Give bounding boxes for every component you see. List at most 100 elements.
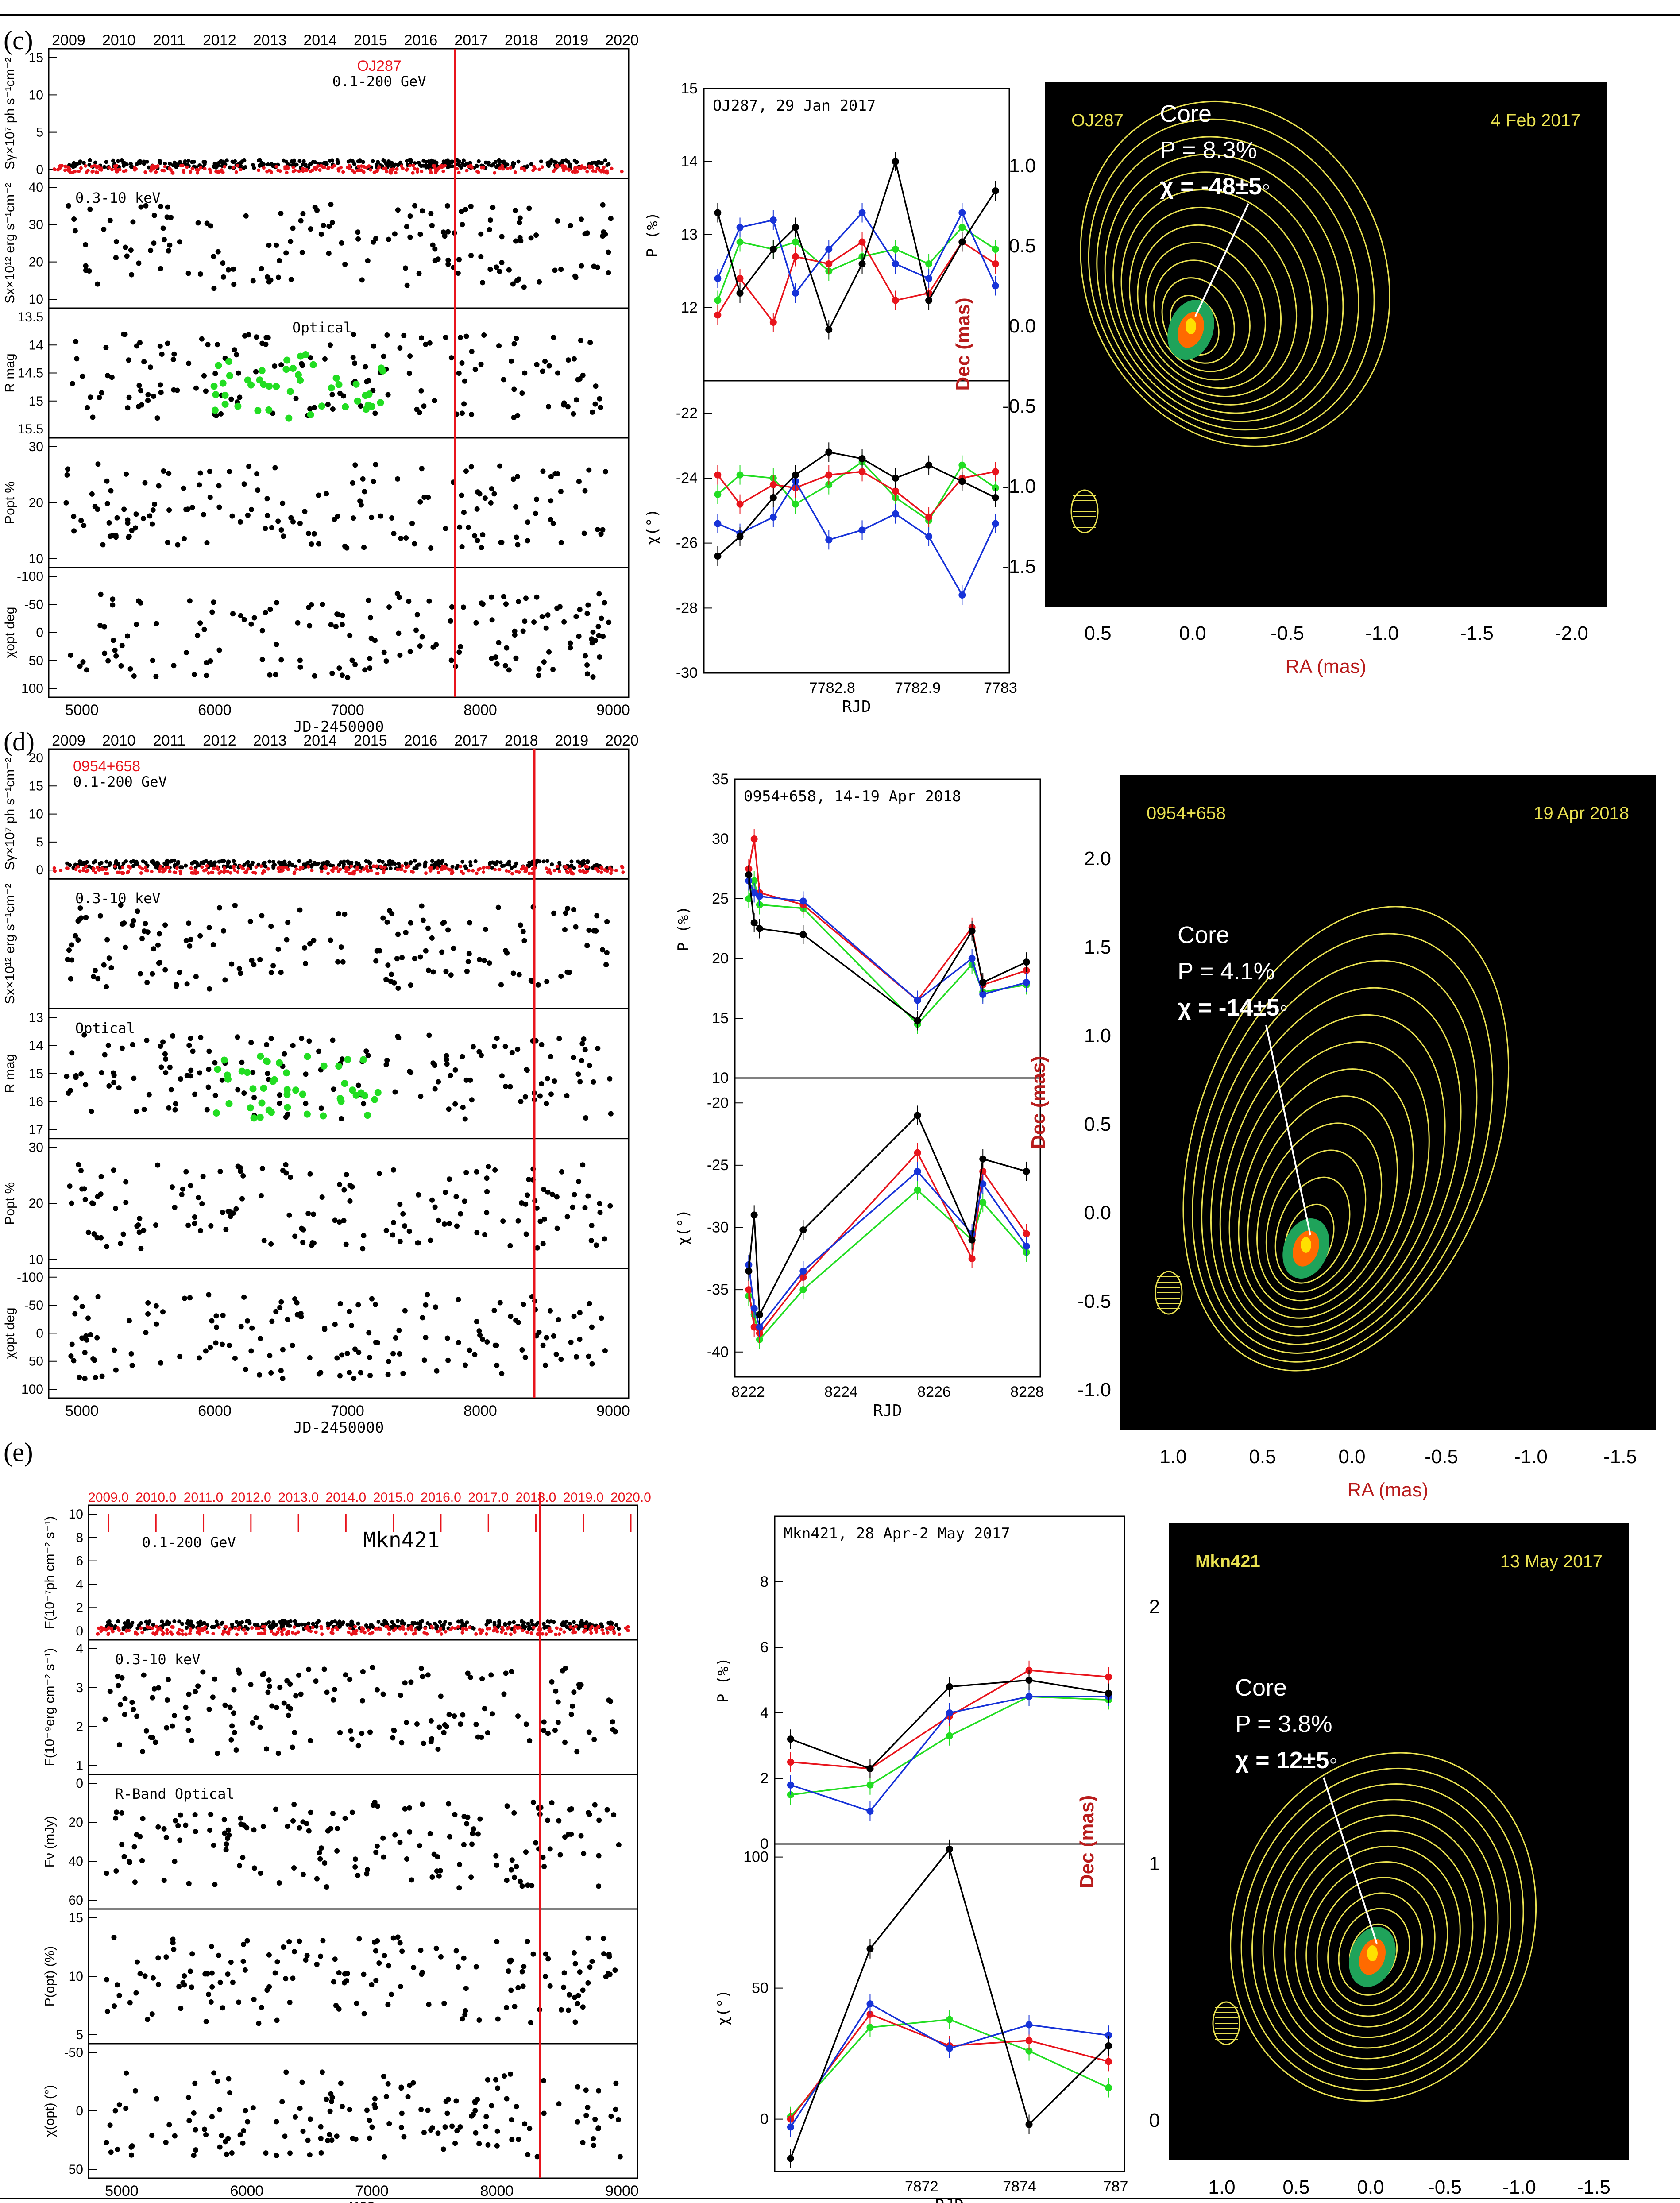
lc-point bbox=[603, 158, 607, 163]
lc-point bbox=[541, 2110, 547, 2116]
lc-point bbox=[572, 1961, 578, 1967]
lc-point bbox=[129, 922, 135, 928]
lc-point-red bbox=[359, 869, 363, 873]
data-point-blue-p bbox=[858, 209, 866, 216]
lc-point bbox=[468, 253, 474, 259]
lc-point-red bbox=[191, 871, 195, 875]
lc-ytick-label: 15 bbox=[29, 394, 43, 409]
lc-point bbox=[277, 1305, 283, 1310]
lc-point bbox=[339, 622, 345, 627]
lc-point-red bbox=[375, 872, 379, 876]
lc-point-red bbox=[326, 166, 330, 170]
pol-xtick-label: 7872 bbox=[905, 2178, 938, 2195]
lc-point bbox=[575, 2084, 581, 2090]
lc-point bbox=[589, 1959, 595, 1964]
lc-point bbox=[395, 931, 401, 937]
lc-point-red bbox=[138, 865, 142, 869]
lc-point bbox=[489, 594, 494, 600]
lc-point-red bbox=[263, 1631, 266, 1635]
lc-point bbox=[228, 865, 233, 869]
lc-point bbox=[448, 657, 454, 663]
lc-point bbox=[519, 1969, 525, 1975]
year-tick-label: 2014.0 bbox=[325, 1490, 366, 1505]
lc-point bbox=[359, 1698, 365, 1704]
lc-point bbox=[499, 1371, 505, 1376]
lc-point bbox=[606, 249, 611, 255]
lc-point bbox=[206, 1706, 212, 1712]
lc-point bbox=[203, 388, 209, 394]
lc-point bbox=[150, 1695, 155, 1701]
lc-point bbox=[463, 1077, 469, 1083]
lc-point-red bbox=[589, 1631, 593, 1635]
lc-point bbox=[463, 468, 469, 474]
lc-ytick-label: -100 bbox=[17, 1270, 43, 1285]
pol-ytick-label: 50 bbox=[752, 1980, 769, 1997]
lc-point bbox=[143, 203, 149, 209]
lc-point bbox=[166, 1105, 172, 1111]
lc-point-red bbox=[270, 1629, 274, 1633]
lc-point bbox=[128, 247, 134, 253]
lc-point bbox=[509, 2117, 514, 2123]
lc-point bbox=[545, 1731, 551, 1736]
data-point-black-p bbox=[792, 224, 799, 231]
lc-point bbox=[310, 1211, 316, 1217]
lc-point bbox=[502, 2073, 507, 2079]
lc-point bbox=[237, 1165, 243, 1171]
lc-point-red bbox=[100, 866, 104, 870]
lc-point-green bbox=[303, 1110, 311, 1118]
lc-point bbox=[110, 602, 116, 608]
lc-point-red bbox=[125, 871, 129, 875]
lc-point bbox=[401, 2134, 407, 2140]
lc-point bbox=[463, 1622, 467, 1627]
vlbi-xtick-label: 0.5 bbox=[1282, 2176, 1309, 2198]
lc-point bbox=[463, 864, 467, 869]
lc-point bbox=[322, 356, 328, 362]
lc-point-red bbox=[242, 1628, 246, 1632]
lc-point bbox=[447, 1834, 452, 1840]
lc-point bbox=[606, 1954, 612, 1960]
vlbi-xtick-label: 0.0 bbox=[1179, 622, 1206, 644]
lc-point bbox=[510, 476, 516, 482]
lc-point bbox=[336, 1219, 342, 1225]
lc-point bbox=[102, 1716, 108, 1722]
lc-point bbox=[494, 264, 499, 270]
lc-point bbox=[545, 1189, 551, 1195]
lc-point bbox=[510, 281, 516, 287]
lc-point bbox=[540, 1855, 546, 1860]
lc-ytick-label: 4 bbox=[76, 1642, 83, 1656]
lc-point bbox=[420, 1801, 425, 1807]
lc-point-red bbox=[453, 1626, 457, 1630]
lc-point bbox=[69, 1341, 75, 1347]
lc-point-red bbox=[549, 871, 553, 875]
lc-point bbox=[220, 274, 226, 280]
lc-point bbox=[195, 220, 201, 226]
lc-point bbox=[417, 643, 423, 649]
lc-point bbox=[160, 1309, 166, 1315]
data-point-red-chi bbox=[866, 2010, 874, 2018]
lc-point-red bbox=[536, 1632, 540, 1636]
lc-point bbox=[73, 164, 77, 168]
vlbi-xtick-label: -1.0 bbox=[1514, 1446, 1548, 1468]
data-point-green-chi bbox=[799, 1286, 807, 1294]
lc-point bbox=[368, 865, 373, 870]
year-tick-label: 2016 bbox=[404, 32, 438, 49]
lc-point bbox=[525, 1882, 531, 1888]
lc-point bbox=[203, 160, 207, 164]
lc-point bbox=[248, 1040, 254, 1045]
lc-point bbox=[600, 634, 606, 639]
lc-point-red bbox=[441, 164, 445, 168]
lc-point-red bbox=[314, 1630, 318, 1634]
lc-point bbox=[288, 239, 294, 244]
lc-point bbox=[555, 370, 560, 376]
lc-point bbox=[192, 1091, 198, 1097]
lc-point bbox=[343, 1672, 348, 1678]
lc-point-red bbox=[286, 867, 290, 871]
beam-ellipse bbox=[1212, 2001, 1240, 2045]
lc-point bbox=[328, 158, 332, 163]
lc-point bbox=[275, 518, 281, 524]
data-point-blue-p bbox=[825, 246, 833, 253]
lc-point bbox=[195, 1683, 201, 1689]
lc-point bbox=[149, 2011, 155, 2017]
lc-point-red bbox=[485, 866, 489, 870]
